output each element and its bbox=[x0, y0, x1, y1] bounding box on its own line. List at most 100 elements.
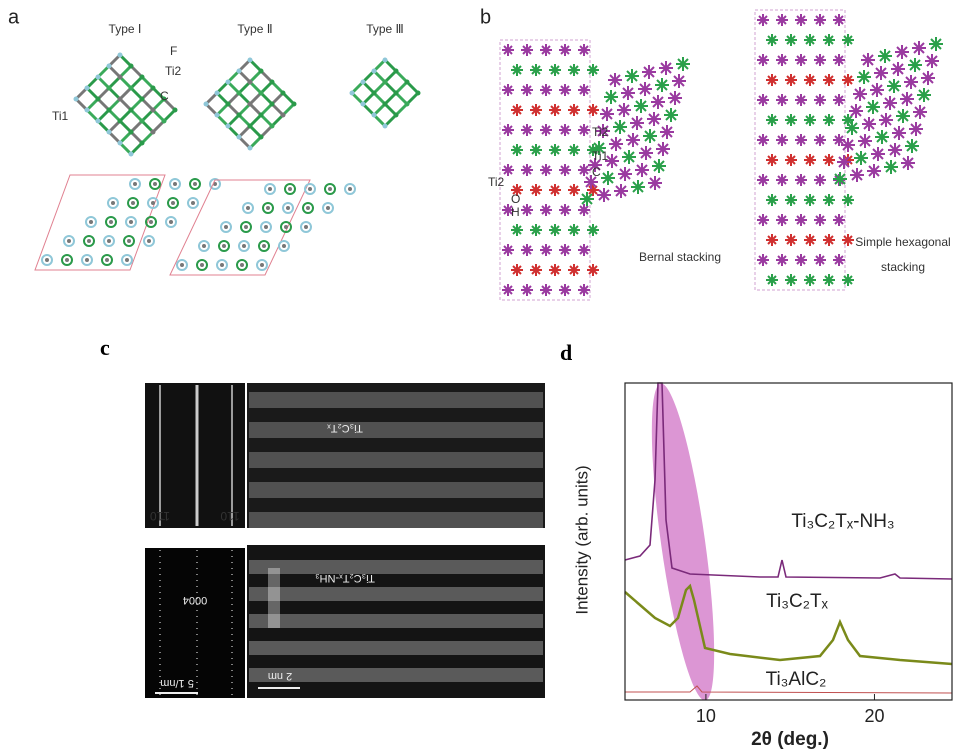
atom-label: F bbox=[170, 44, 177, 58]
atom bbox=[262, 244, 266, 248]
atom-star bbox=[540, 204, 552, 216]
atom bbox=[129, 152, 134, 157]
atom bbox=[107, 108, 112, 113]
atom bbox=[107, 239, 111, 243]
atom bbox=[237, 91, 242, 96]
atom-star bbox=[608, 73, 622, 87]
type-label: Type Ⅰ bbox=[109, 22, 142, 36]
cell-outline bbox=[755, 10, 845, 290]
lattice-band bbox=[249, 452, 543, 468]
atom-star bbox=[502, 284, 514, 296]
atom-star bbox=[511, 144, 523, 156]
atom-star bbox=[766, 34, 778, 46]
atom bbox=[383, 124, 388, 129]
atom-star bbox=[785, 194, 797, 206]
atom-star bbox=[814, 94, 826, 106]
atom-star bbox=[540, 164, 552, 176]
panel-letter: c bbox=[100, 335, 110, 360]
atom-star bbox=[587, 224, 599, 236]
atom bbox=[65, 258, 69, 262]
atom bbox=[129, 86, 134, 91]
atom bbox=[394, 91, 399, 96]
atom-star bbox=[874, 66, 888, 80]
atom bbox=[394, 113, 399, 118]
atom-star bbox=[540, 84, 552, 96]
atom-star bbox=[549, 64, 561, 76]
atom bbox=[129, 108, 134, 113]
atom-star bbox=[587, 104, 599, 116]
atom-star bbox=[664, 108, 678, 122]
atom bbox=[118, 141, 123, 146]
atom-star bbox=[559, 164, 571, 176]
atom-star bbox=[655, 78, 669, 92]
atom-star bbox=[845, 121, 859, 135]
atom-star bbox=[908, 58, 922, 72]
atom-star bbox=[785, 274, 797, 286]
atom bbox=[162, 119, 167, 124]
atom bbox=[260, 263, 264, 267]
atom-star bbox=[804, 274, 816, 286]
atom-star bbox=[842, 34, 854, 46]
atom-star bbox=[901, 156, 915, 170]
atom-star bbox=[785, 34, 797, 46]
atom-star bbox=[660, 125, 674, 139]
atom-star bbox=[621, 86, 635, 100]
atom-star bbox=[757, 174, 769, 186]
atom-star bbox=[833, 54, 845, 66]
atom-star bbox=[766, 194, 778, 206]
atom-star bbox=[559, 244, 571, 256]
atom bbox=[220, 263, 224, 267]
atom-star bbox=[511, 64, 523, 76]
atom bbox=[133, 182, 137, 186]
atom bbox=[304, 225, 308, 229]
atom-star bbox=[757, 254, 769, 266]
atom-star bbox=[776, 214, 788, 226]
atom bbox=[193, 182, 197, 186]
atom-star bbox=[643, 129, 657, 143]
atom-star bbox=[652, 159, 666, 173]
atom-star bbox=[502, 44, 514, 56]
atom-star bbox=[625, 69, 639, 83]
atom-star bbox=[568, 264, 580, 276]
atom bbox=[248, 58, 253, 63]
atom bbox=[416, 91, 421, 96]
atom-star bbox=[823, 74, 835, 86]
atom-star bbox=[823, 34, 835, 46]
atom-star bbox=[776, 134, 788, 146]
atom-star bbox=[757, 94, 769, 106]
atom-star bbox=[785, 154, 797, 166]
atom bbox=[118, 97, 123, 102]
atom bbox=[259, 135, 264, 140]
atom bbox=[246, 206, 250, 210]
atom bbox=[118, 75, 123, 80]
atom bbox=[383, 80, 388, 85]
atom-star bbox=[656, 142, 670, 156]
x-axis-label: 2θ (deg.) bbox=[751, 729, 829, 750]
atom-star bbox=[875, 130, 889, 144]
atom-star bbox=[814, 54, 826, 66]
atom bbox=[147, 239, 151, 243]
atom bbox=[226, 102, 231, 107]
atom-star bbox=[833, 172, 847, 186]
atom-star bbox=[888, 143, 902, 157]
atom-star bbox=[878, 49, 892, 63]
lattice-band bbox=[249, 641, 543, 655]
atom bbox=[326, 206, 330, 210]
atom-star bbox=[559, 84, 571, 96]
atom-star bbox=[549, 144, 561, 156]
atom bbox=[405, 80, 410, 85]
atom-star bbox=[622, 150, 636, 164]
atom bbox=[140, 119, 145, 124]
atom bbox=[237, 113, 242, 118]
atom-star bbox=[862, 117, 876, 131]
atom-star bbox=[795, 94, 807, 106]
atom bbox=[171, 201, 175, 205]
atom-star bbox=[892, 126, 906, 140]
atom bbox=[125, 258, 129, 262]
caption: Bernal stacking bbox=[639, 250, 721, 264]
atom bbox=[153, 182, 157, 186]
atom-star bbox=[804, 194, 816, 206]
curve-label: Ti₃C₂Tₓ-NH₃ bbox=[791, 511, 894, 532]
highlight bbox=[639, 380, 727, 703]
atom-star bbox=[776, 54, 788, 66]
